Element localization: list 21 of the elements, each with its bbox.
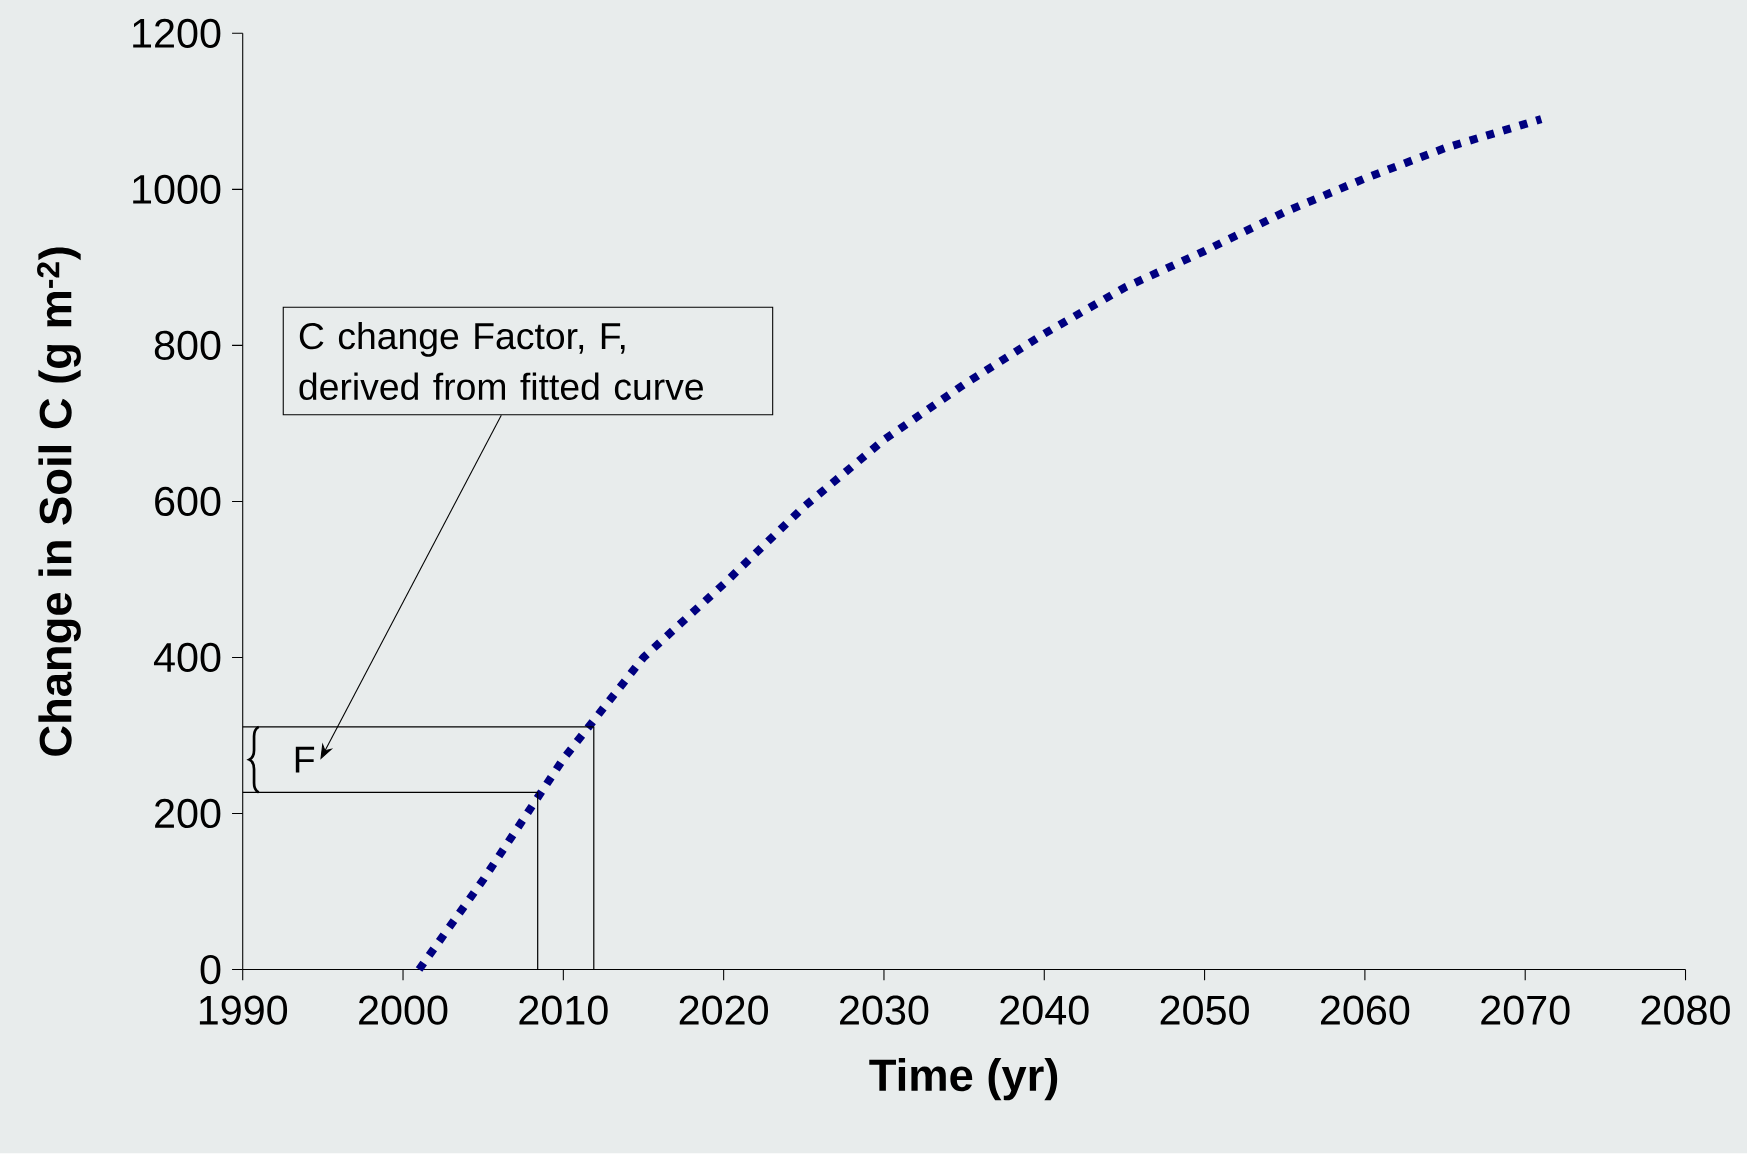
y-tick-label: 800 — [154, 330, 221, 361]
x-tick-label: 2080 — [1641, 995, 1730, 1026]
x-tick-label: 2060 — [1320, 995, 1410, 1026]
x-tick-label: 2050 — [1160, 995, 1249, 1026]
y-tick-label: 1000 — [133, 174, 221, 205]
y-axis-title: Change in Soil C (g m$^{-2}$) — [37, 247, 81, 757]
y-tick-label: 1200 — [133, 18, 221, 49]
y-tick-label: 600 — [155, 487, 221, 517]
x-tick-label: 2020 — [679, 995, 768, 1026]
x-tick-label: 2010 — [519, 995, 608, 1026]
y-tick-label: 200 — [155, 799, 221, 829]
x-tick-label: 2070 — [1481, 995, 1570, 1026]
annotation: C change Factor, F, derived from fitted curve — [299, 322, 703, 401]
x-axis-title: Time (yr) — [869, 1058, 1058, 1101]
y-tick-label: 400 — [153, 643, 221, 673]
x-tick-label: 2000 — [359, 995, 448, 1026]
x-tick-label: 2030 — [840, 995, 929, 1026]
y-tick-label: 0 — [200, 955, 221, 985]
annotation: F — [295, 747, 315, 773]
x-tick-label: 1990 — [199, 995, 288, 1026]
x-tick-label: 2040 — [1000, 995, 1089, 1026]
